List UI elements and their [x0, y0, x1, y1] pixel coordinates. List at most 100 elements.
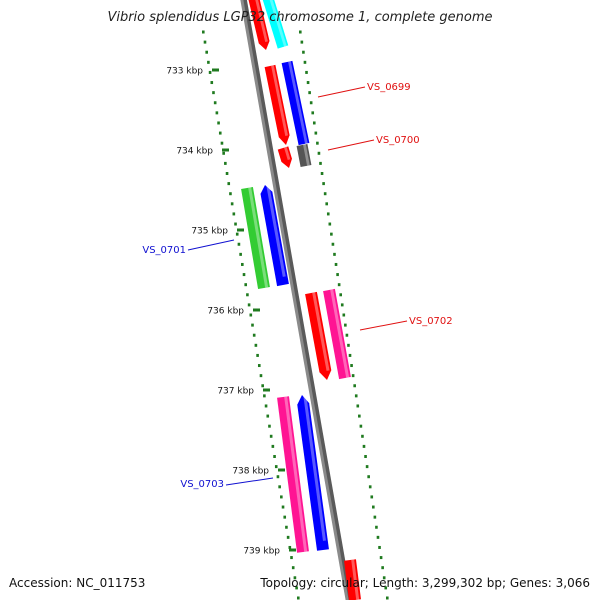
major-tick — [212, 68, 219, 72]
outer-tick-dot — [365, 465, 369, 469]
gene-arrow-red — [344, 559, 361, 601]
gene-label: VS_0703 — [180, 479, 224, 490]
major-tick — [289, 548, 296, 552]
outer-tick-dot — [375, 525, 378, 529]
inner-tick-dot — [295, 586, 298, 590]
outer-tick-dot — [312, 121, 316, 125]
inner-tick-dot — [254, 343, 258, 347]
outer-tick-dot — [344, 323, 347, 327]
inner-tick-dot — [229, 192, 232, 196]
inner-tick-dot — [202, 30, 205, 34]
outer-tick-dot — [350, 364, 353, 368]
outer-tick-dot — [340, 303, 344, 307]
inner-tick-dot — [266, 414, 270, 418]
outer-tick-dot — [356, 404, 360, 408]
gene-arrow-magenta-highlight — [284, 396, 308, 552]
outer-tick-dot — [330, 232, 333, 236]
inner-tick-dot — [234, 222, 237, 226]
outer-tick-dot — [384, 586, 388, 590]
outer-tick-dot — [305, 70, 308, 74]
topology-text: Topology: circular; Length: 3,299,302 bp… — [260, 576, 590, 590]
outer-tick-dot — [358, 414, 361, 418]
outer-tick-dot — [379, 556, 383, 560]
inner-tick-dot — [280, 495, 283, 499]
outer-tick-dot — [381, 566, 384, 570]
inner-tick-dot — [261, 384, 264, 388]
inner-tick-dot — [237, 242, 241, 246]
outer-tick-dot — [306, 81, 310, 85]
inner-tick-dot — [278, 485, 281, 489]
gene-arrow-blue-highlight — [303, 394, 326, 541]
inner-tick-dot — [203, 40, 207, 44]
inner-tick-dot — [273, 455, 276, 458]
inner-tick-dot — [288, 545, 292, 549]
inner-tick-dot — [241, 262, 244, 266]
outer-tick-dot — [368, 485, 372, 489]
inner-tick-dot — [264, 404, 268, 408]
inner-tick-dot — [293, 576, 297, 580]
tick-label: 737 kbp — [217, 387, 254, 397]
gene-arrow-blue — [260, 185, 289, 287]
outer-tick-dot — [372, 505, 375, 509]
inner-tick-dot — [283, 515, 287, 519]
gene-label-leader — [327, 139, 375, 151]
gene-arrow-cyan-highlight — [269, 0, 287, 47]
outer-tick-dot — [378, 545, 381, 549]
gene-arrow-cyan — [262, 0, 289, 49]
major-tick — [263, 388, 270, 392]
gene-arrow-green-highlight — [248, 187, 269, 288]
gene-arrow-red-highlight — [255, 0, 268, 42]
inner-tick-dot — [224, 161, 227, 165]
inner-tick-dot — [220, 141, 224, 145]
outer-tick-dot — [309, 101, 313, 105]
major-tick — [237, 228, 244, 232]
inner-tick-dot — [205, 50, 208, 54]
tick-label: 733 kbp — [166, 67, 203, 77]
gene-arrow-blue — [281, 60, 310, 146]
inner-tick-dot — [268, 424, 271, 428]
gene-label: VS_0702 — [409, 316, 453, 327]
inner-tick-dot — [269, 434, 273, 438]
outer-tick-dot — [316, 141, 319, 145]
gene-label-leader — [225, 477, 274, 486]
outer-tick-dot — [351, 374, 355, 378]
inner-tick-dot — [217, 121, 220, 125]
outer-tick-dot — [320, 172, 324, 175]
outer-tick-dot — [331, 242, 335, 246]
outer-tick-dot — [319, 161, 322, 165]
gene-label: VS_0700 — [376, 135, 420, 146]
outer-tick-dot — [337, 283, 341, 287]
inner-tick-dot — [290, 556, 293, 560]
outer-tick-dot — [367, 475, 370, 479]
outer-tick-dot — [303, 60, 307, 64]
accession-text: Accession: NC_011753 — [9, 576, 146, 590]
gene-arrow-red-highlight — [284, 146, 291, 161]
major-tick — [253, 308, 260, 312]
outer-tick-dot — [339, 293, 342, 297]
inner-tick-dot — [259, 374, 263, 378]
gene-label: VS_0701 — [142, 245, 186, 256]
gene-arrow-magenta — [277, 396, 309, 553]
inner-tick-dot — [227, 182, 231, 186]
outer-tick-dot — [359, 424, 363, 428]
inner-tick-dot — [244, 283, 248, 287]
outer-tick-dot — [362, 444, 366, 448]
gene-arrow-red — [264, 64, 290, 145]
outer-tick-dot — [334, 262, 338, 266]
map-title: Vibrio splendidus LGP32 chromosome 1, co… — [107, 10, 493, 25]
gene-arrow-gray-highlight — [303, 144, 310, 166]
gene-arrow-blue-highlight — [266, 184, 286, 277]
inner-tick-dot — [232, 212, 236, 216]
gene-arrow-magenta-highlight — [330, 289, 350, 378]
inner-tick-dot — [239, 252, 242, 256]
inner-tick-dot — [257, 364, 261, 368]
gene-arrow-blue — [297, 395, 329, 551]
inner-tick-dot — [274, 465, 278, 469]
outer-tick-dot — [373, 515, 377, 519]
backbone-line — [240, 0, 350, 604]
gene-label-leader — [359, 320, 408, 331]
gene-arrow-red — [277, 146, 292, 168]
inner-tick-dot — [249, 313, 253, 317]
outer-tick-dot — [328, 222, 332, 226]
tick-label: 736 kbp — [207, 307, 244, 317]
